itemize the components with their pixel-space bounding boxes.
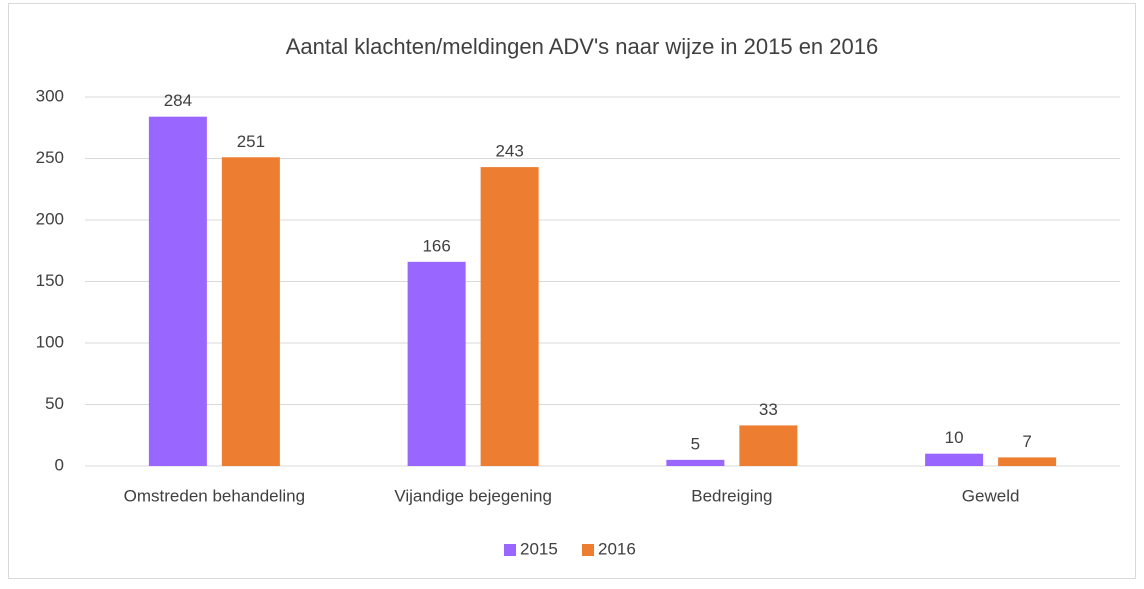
bar bbox=[739, 425, 798, 466]
x-tick-label: Vijandige bejegening bbox=[394, 486, 552, 505]
y-tick-label: 200 bbox=[36, 209, 64, 228]
data-label: 251 bbox=[237, 132, 265, 151]
bar bbox=[221, 157, 280, 466]
y-tick-label: 250 bbox=[36, 148, 64, 167]
bar bbox=[407, 261, 466, 466]
data-label: 284 bbox=[164, 91, 192, 110]
chart-title: Aantal klachten/meldingen ADV's naar wij… bbox=[286, 34, 878, 59]
data-label: 5 bbox=[691, 434, 700, 453]
y-tick-label: 0 bbox=[55, 455, 64, 474]
data-label: 166 bbox=[422, 236, 450, 255]
data-label: 10 bbox=[945, 428, 964, 447]
legend-label: 2016 bbox=[598, 539, 636, 558]
x-tick-label: Geweld bbox=[962, 486, 1020, 505]
bar bbox=[925, 453, 984, 466]
y-tick-label: 150 bbox=[36, 271, 64, 290]
data-label: 7 bbox=[1022, 432, 1031, 451]
y-tick-label: 50 bbox=[45, 394, 64, 413]
x-tick-label: Omstreden behandeling bbox=[124, 486, 305, 505]
bar bbox=[148, 116, 207, 467]
data-label: 243 bbox=[495, 142, 523, 161]
y-tick-label: 300 bbox=[36, 86, 64, 105]
legend-swatch bbox=[582, 544, 594, 556]
x-tick-label: Bedreiging bbox=[691, 486, 772, 505]
bar bbox=[998, 457, 1057, 466]
legend-label: 2015 bbox=[520, 539, 558, 558]
legend-swatch bbox=[504, 544, 516, 556]
data-label: 33 bbox=[759, 400, 778, 419]
bar bbox=[480, 167, 539, 467]
y-tick-label: 100 bbox=[36, 332, 64, 351]
bar bbox=[666, 459, 725, 466]
